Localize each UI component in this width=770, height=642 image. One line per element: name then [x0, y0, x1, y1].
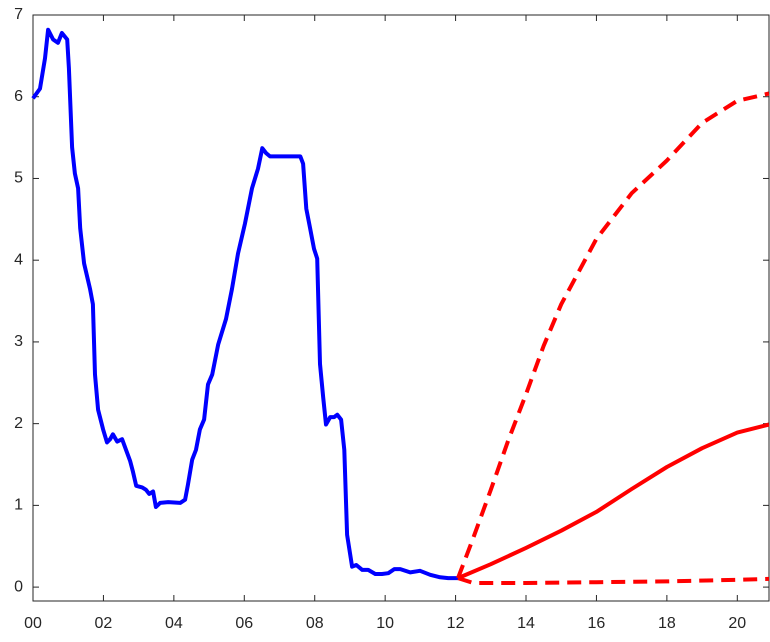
line-series [457, 422, 770, 580]
y-tick-label: 5 [14, 170, 23, 187]
y-tick-label: 1 [14, 497, 23, 514]
x-tick-label: 00 [24, 615, 42, 632]
x-tick-label: 12 [447, 615, 465, 632]
y-tick-label: 4 [14, 251, 23, 268]
x-tick-label: 14 [517, 615, 535, 632]
line-series [456, 91, 770, 579]
x-tick-label: 02 [95, 615, 113, 632]
x-tick-label: 18 [658, 615, 676, 632]
y-tick-label: 3 [14, 333, 23, 350]
y-tick-label: 6 [14, 88, 23, 105]
x-tick-label: 04 [165, 615, 183, 632]
line-series [457, 576, 770, 585]
x-tick-label: 20 [728, 615, 746, 632]
y-tick-label: 2 [14, 415, 23, 432]
x-tick-label: 06 [235, 615, 253, 632]
x-tick-label: 10 [376, 615, 394, 632]
x-tick-label: 08 [306, 615, 324, 632]
x-tick-label: 16 [588, 615, 606, 632]
line-series [31, 27, 458, 581]
plot-frame [32, 14, 770, 602]
y-tick-label: 7 [14, 6, 23, 23]
y-tick-label: 0 [14, 578, 23, 595]
